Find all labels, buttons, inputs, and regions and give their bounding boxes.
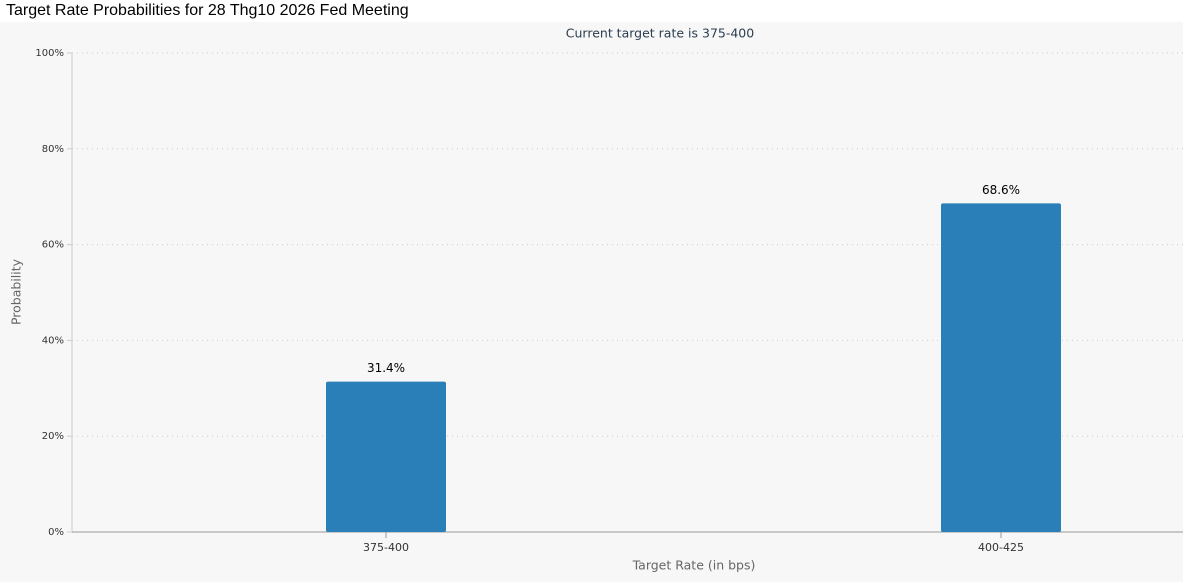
x-tick-label: 400-425 bbox=[978, 541, 1024, 554]
y-tick-label: 60% bbox=[42, 240, 64, 251]
bar bbox=[941, 203, 1061, 532]
bar bbox=[326, 381, 446, 532]
title-bar bbox=[0, 0, 1183, 22]
value-label: 31.4% bbox=[367, 361, 405, 375]
y-tick-label: 0% bbox=[48, 527, 64, 538]
y-tick-label: 100% bbox=[35, 48, 64, 59]
chart-subtitle: Current target rate is 375-400 bbox=[566, 26, 754, 41]
x-tick-label: 375-400 bbox=[363, 541, 409, 554]
value-label: 68.6% bbox=[982, 183, 1020, 197]
chart-title: Target Rate Probabilities for 28 Thg10 2… bbox=[6, 2, 409, 19]
y-tick-label: 40% bbox=[42, 335, 64, 346]
y-tick-label: 20% bbox=[42, 431, 64, 442]
y-axis-label: Probability bbox=[9, 258, 24, 325]
x-axis-label: Target Rate (in bps) bbox=[632, 558, 756, 573]
y-tick-label: 80% bbox=[42, 144, 64, 155]
